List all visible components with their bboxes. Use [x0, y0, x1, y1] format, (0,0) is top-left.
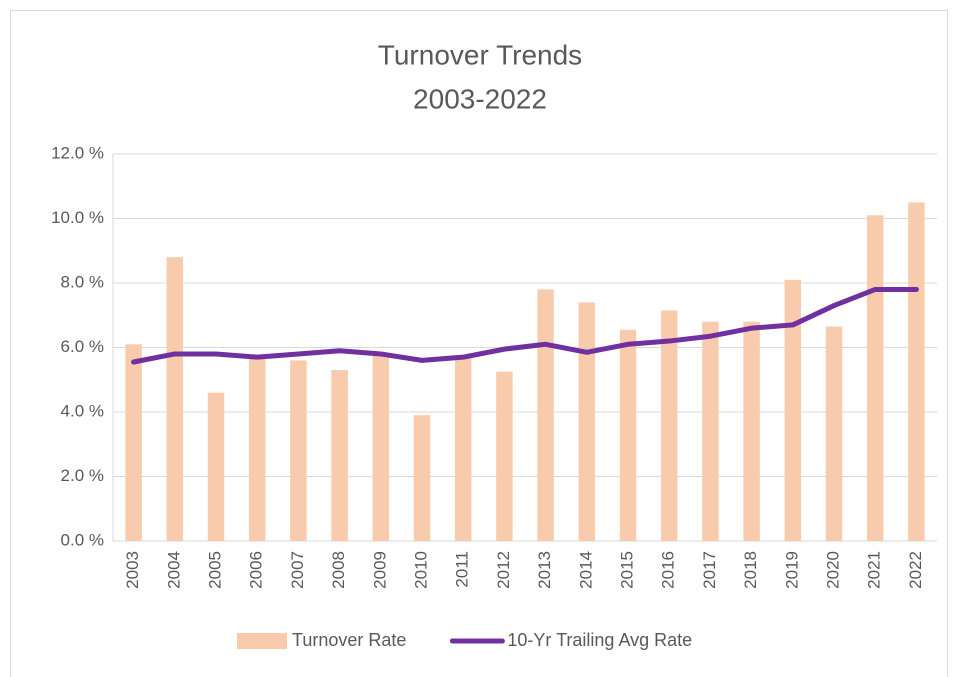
bar [908, 202, 925, 541]
x-tick-label: 2007 [288, 551, 307, 589]
bar [619, 329, 637, 541]
chart-title: Turnover Trends [378, 39, 582, 70]
x-tick-label: 2018 [741, 551, 760, 589]
x-tick-label: 2011 [453, 551, 472, 588]
bar [290, 360, 307, 541]
x-tick-label: 2010 [411, 551, 430, 589]
x-tick-label: 2006 [247, 551, 266, 589]
x-tick-label: 2016 [659, 551, 678, 589]
chart-subtitle: 2003-2022 [413, 83, 547, 114]
y-tick-label: 0.0 % [61, 530, 104, 549]
y-tick-label: 6.0 % [61, 337, 104, 356]
bar [125, 344, 142, 541]
x-tick-label: 2009 [370, 551, 389, 589]
bar [413, 415, 431, 541]
y-tick-label: 12.0 % [51, 143, 104, 162]
bar [702, 321, 719, 541]
bar [207, 392, 225, 541]
x-tick-label: 2017 [700, 551, 719, 589]
legend-label: Turnover Rate [292, 630, 406, 650]
x-tick-label: 2004 [164, 551, 183, 589]
bar [537, 289, 554, 541]
bar [784, 279, 802, 541]
x-tick-label: 2005 [205, 551, 224, 589]
x-tick-label: 2022 [906, 551, 925, 589]
bar [166, 257, 184, 541]
y-tick-label: 2.0 % [61, 466, 104, 485]
bar [743, 321, 760, 541]
x-tick-label: 2015 [617, 551, 636, 589]
x-tick-label: 2019 [782, 551, 801, 589]
bar [372, 353, 390, 541]
y-tick-label: 4.0 % [61, 401, 104, 420]
bar [578, 302, 596, 541]
x-tick-label: 2021 [865, 551, 884, 589]
x-tick-label: 2012 [494, 551, 513, 589]
bar [496, 371, 513, 541]
bar [866, 215, 884, 541]
x-tick-label: 2014 [576, 551, 595, 589]
bar [331, 370, 348, 541]
y-tick-label: 8.0 % [61, 272, 104, 291]
bar [454, 357, 472, 541]
y-tick-label: 10.0 % [51, 208, 104, 227]
legend-label: 10-Yr Trailing Avg Rate [507, 630, 692, 650]
bar [248, 357, 266, 541]
x-tick-label: 2013 [535, 551, 554, 589]
x-tick-label: 2020 [823, 551, 842, 589]
x-tick-label: 2008 [329, 551, 348, 589]
line [131, 286, 919, 365]
bar [660, 310, 678, 541]
bar [825, 326, 843, 541]
x-tick-label: 2003 [123, 551, 142, 589]
legend-swatch [237, 633, 287, 649]
